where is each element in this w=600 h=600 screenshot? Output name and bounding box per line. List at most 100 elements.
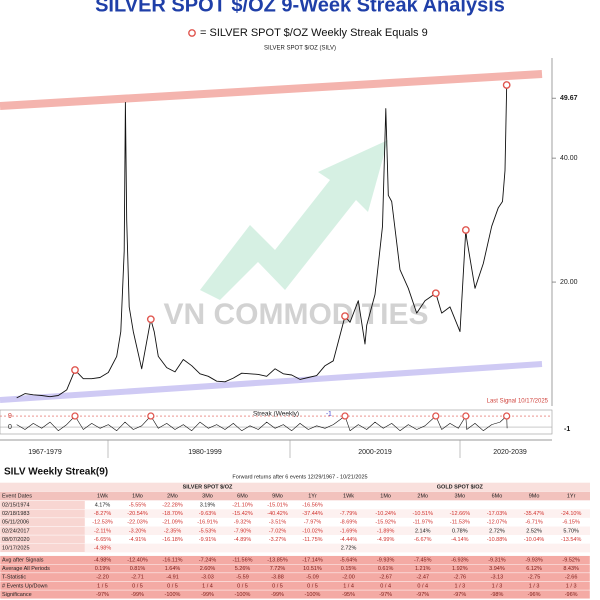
table-cell: -21.10% [232, 502, 253, 508]
table-cell: 1 / 5 [97, 583, 108, 589]
trend-lower [0, 361, 543, 403]
signal-marker [71, 366, 79, 374]
table-cell: 2.60% [200, 566, 216, 572]
table-cell: 0 / 5 [272, 583, 283, 589]
y-tick-label: 40.00 [560, 155, 578, 162]
table-row-label: Average All Periods [2, 566, 50, 572]
table-cell: -95% [342, 592, 355, 598]
table-cell: 1 / 3 [529, 583, 540, 589]
table-header-cell: 1Mo [132, 493, 143, 499]
table-cell: -4.99% [377, 537, 395, 543]
table-cell: -96% [565, 592, 578, 598]
table-cell: -11.53% [450, 520, 470, 526]
table-header-cell: 9Mo [272, 493, 283, 499]
table-cell: -2.67 [379, 575, 392, 581]
table-cell: -3.20% [129, 528, 147, 534]
x-category-label: 2020-2039 [493, 449, 527, 456]
table-cell: -10.24% [375, 511, 396, 517]
table-cell: -22.03% [127, 520, 148, 526]
table-title: SILV Weekly Streak(9) [4, 467, 108, 478]
table-cell: -13.54% [561, 537, 582, 543]
table-cell: -16.91% [197, 520, 218, 526]
y-tick-label: 20.00 [560, 279, 578, 286]
table-cell: -6.67% [414, 537, 432, 543]
table-note: Forward returns after 6 events 12/29/196… [232, 474, 367, 480]
table-cell: -16.11% [162, 557, 182, 563]
table-row-bg [85, 500, 590, 510]
table-cell: -9.93% [525, 557, 543, 563]
streak-signal-marker [341, 412, 349, 420]
table-cell: -40.42% [267, 511, 288, 517]
table-row-bg [85, 535, 590, 544]
table-cell: -2.47 [416, 575, 429, 581]
table-cell: -6.65% [94, 537, 112, 543]
table-row-bg [85, 517, 590, 527]
table-cell: -7.45% [414, 557, 432, 563]
table-row-label: # Events Up/Down [2, 583, 48, 589]
table-cell: -16.56% [302, 502, 323, 508]
streak-y-label: 9 [8, 413, 12, 420]
table-cell: -12.66% [450, 511, 471, 517]
table-cell: -4.98% [94, 545, 112, 551]
table-cell: -99% [131, 592, 144, 598]
table-cell: -10.04% [524, 537, 545, 543]
table-row-label: Avg after Signals [2, 557, 44, 563]
table-row-label: 02/18/1983 [2, 511, 30, 517]
watermark-arrow [200, 140, 388, 300]
table-cell: 3.19% [200, 502, 216, 508]
table-header-cell: 6Mo [237, 493, 248, 499]
table-cell: -7.90% [234, 528, 252, 534]
table-cell: 2.72% [489, 528, 505, 534]
table-cell: -7.24% [199, 557, 217, 563]
table-cell: -5.09 [306, 575, 319, 581]
table-cell: 0.15% [341, 566, 357, 572]
streak-current: -1 [326, 411, 332, 418]
table-cell: -100% [165, 592, 181, 598]
table-cell: -11.56% [232, 557, 252, 563]
table-cell: 5.26% [235, 566, 251, 572]
streak-signal-marker [147, 412, 155, 420]
table-header-cell: 3Mo [202, 493, 213, 499]
legend-marker [188, 29, 196, 37]
table-cell: -5.55% [129, 502, 147, 508]
table-cell: 10.51% [303, 566, 322, 572]
table-cell: -15.01% [267, 502, 288, 508]
table-cell: 1 / 3 [492, 583, 503, 589]
table-cell: -96% [528, 592, 541, 598]
table-cell: 8.43% [563, 566, 579, 572]
streak-y-label: 0 [8, 424, 12, 431]
table-group-header: SILVER SPOT $/OZ [183, 484, 233, 490]
table-cell: 0 / 4 [380, 583, 391, 589]
streak-signal-marker [432, 412, 440, 420]
series-line [16, 415, 508, 431]
table-cell: -5.53% [199, 528, 217, 534]
table-cell: -10.51% [413, 511, 434, 517]
table-cell: -5.59 [236, 575, 249, 581]
table-cell: -13.85% [267, 557, 288, 563]
table-cell: 1 / 4 [343, 583, 354, 589]
table-header-cell: 2Mo [167, 493, 178, 499]
table-cell: -2.35% [164, 528, 182, 534]
signal-marker [461, 226, 470, 234]
table-cell: 2.14% [415, 528, 431, 534]
table-cell: 1.21% [415, 566, 431, 572]
table-header-cell: 2Mo [417, 493, 428, 499]
table-cell: -3.03 [201, 575, 214, 581]
table-cell: -7.79% [340, 511, 358, 517]
table-cell: -97% [379, 592, 392, 598]
table-cell: 0.19% [95, 566, 111, 572]
table-cell: -7.02% [269, 528, 287, 534]
trend-upper [0, 70, 543, 110]
table-header-cell: 6Mo [492, 493, 503, 499]
table-header-cell: Event Dates [2, 493, 32, 499]
table-cell: -4.44% [340, 537, 358, 543]
table-cell: -12.53% [92, 520, 113, 526]
signal-marker [146, 315, 155, 324]
table-row-label: 10/17/2025 [2, 545, 30, 551]
table-cell: -3.51% [269, 520, 287, 526]
table-cell: -6.15% [562, 520, 580, 526]
streak-signal-marker [503, 412, 511, 420]
table-cell: -35.47% [524, 511, 545, 517]
table-cell: 2.72% [341, 545, 357, 551]
